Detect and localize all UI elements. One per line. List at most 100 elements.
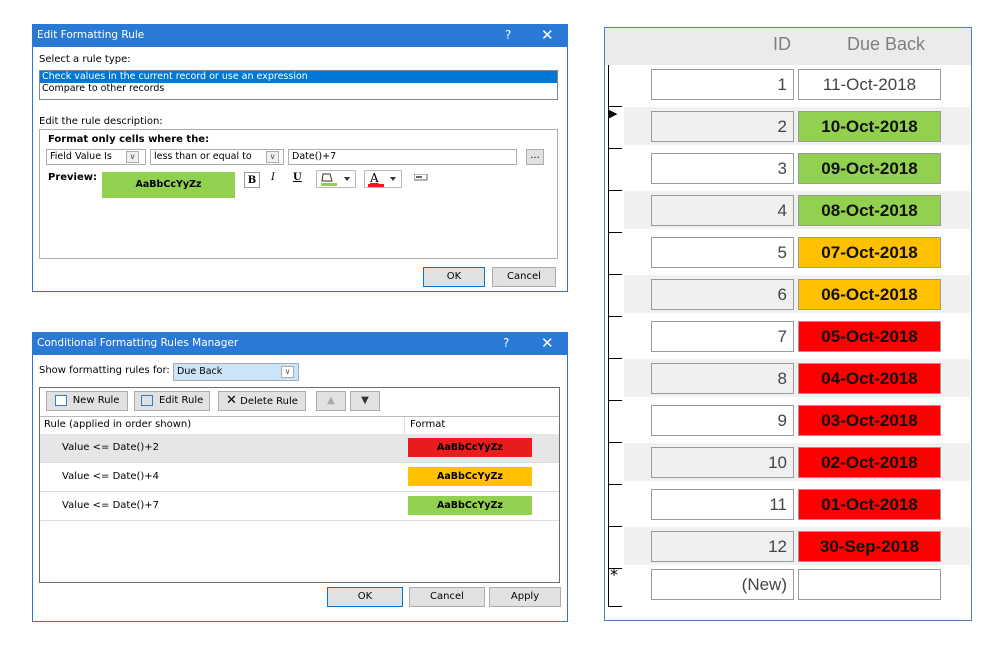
- font-color-icon[interactable]: A: [364, 170, 402, 188]
- id-cell[interactable]: 4: [651, 195, 794, 226]
- help-button[interactable]: ?: [505, 28, 512, 42]
- rules-header: Rule (applied in order shown) Format: [40, 416, 559, 435]
- record-selector[interactable]: *: [608, 565, 622, 607]
- new-record-id-cell[interactable]: (New): [651, 569, 794, 600]
- id-cell[interactable]: 1: [651, 69, 794, 100]
- rule-sample-text: AaBbCcYyZz: [437, 500, 503, 511]
- record-selector[interactable]: [608, 359, 622, 401]
- operator-text: less than or equal to: [154, 151, 252, 162]
- move-up-button[interactable]: ▲: [316, 391, 346, 411]
- due-back-cell[interactable]: 02-Oct-2018: [798, 447, 941, 478]
- format-only-label: Format only cells where the:: [48, 134, 210, 145]
- rule-format-swatch: AaBbCcYyZz: [408, 496, 532, 515]
- due-back-column-header[interactable]: Due Back: [847, 34, 926, 54]
- rule-type-item-selected[interactable]: Check values in the current record or us…: [40, 71, 557, 83]
- fill-color-icon[interactable]: [316, 170, 356, 188]
- due-back-cell[interactable]: 06-Oct-2018: [798, 279, 941, 310]
- edit-rule-button[interactable]: Edit Rule: [134, 391, 210, 411]
- record-selector[interactable]: [608, 233, 622, 275]
- expression-input[interactable]: Date()+7: [288, 149, 517, 165]
- id-cell[interactable]: 10: [651, 447, 794, 478]
- rule-type-item[interactable]: Compare to other records: [42, 83, 165, 94]
- record-selector[interactable]: [608, 527, 622, 569]
- new-record-due-back-cell[interactable]: [798, 569, 941, 600]
- id-cell[interactable]: 6: [651, 279, 794, 310]
- edit-rule-icon: [140, 394, 153, 406]
- rule-row[interactable]: Value <= Date()+2 AaBbCcYyZz: [40, 434, 559, 463]
- delete-icon: ✕: [226, 393, 237, 408]
- delete-rule-button[interactable]: ✕ Delete Rule: [218, 391, 306, 411]
- id-cell[interactable]: 11: [651, 489, 794, 520]
- close-button[interactable]: ✕: [541, 334, 554, 352]
- expression-text: Date()+7: [292, 151, 337, 162]
- chevron-down-icon[interactable]: ∨: [126, 151, 139, 163]
- show-rules-for-label: Show formatting rules for:: [39, 365, 170, 376]
- rule-row[interactable]: Value <= Date()+7 AaBbCcYyZz: [40, 492, 559, 521]
- cancel-button[interactable]: Cancel: [492, 267, 556, 287]
- rule-type-list[interactable]: Check values in the current record or us…: [39, 70, 558, 100]
- expression-builder-button[interactable]: ...: [526, 149, 544, 165]
- record-selector[interactable]: [608, 65, 622, 107]
- rules-manager-dialog: Conditional Formatting Rules Manager ? ✕…: [32, 332, 568, 622]
- due-back-cell[interactable]: 10-Oct-2018: [798, 111, 941, 142]
- chevron-down-icon[interactable]: ∨: [281, 366, 294, 378]
- cancel-button[interactable]: Cancel: [409, 587, 485, 607]
- underline-button[interactable]: U: [293, 172, 302, 183]
- dialog-title: Edit Formatting Rule: [37, 29, 145, 41]
- current-record-icon: ▶: [609, 107, 618, 120]
- help-button[interactable]: ?: [503, 336, 510, 350]
- record-selector[interactable]: [608, 401, 622, 443]
- due-back-cell[interactable]: 08-Oct-2018: [798, 195, 941, 226]
- due-back-cell[interactable]: 01-Oct-2018: [798, 489, 941, 520]
- rule-text: Value <= Date()+7: [62, 500, 160, 511]
- due-back-cell[interactable]: 05-Oct-2018: [798, 321, 941, 352]
- rule-description-panel: Format only cells where the: Field Value…: [39, 129, 558, 259]
- operator-combo[interactable]: less than or equal to: [150, 149, 284, 165]
- id-cell[interactable]: 9: [651, 405, 794, 436]
- preview-text: AaBbCcYyZz: [135, 179, 202, 190]
- ok-button[interactable]: OK: [423, 267, 485, 287]
- due-back-cell[interactable]: 09-Oct-2018: [798, 153, 941, 184]
- due-back-cell[interactable]: 30-Sep-2018: [798, 531, 941, 562]
- title-bar: Edit Formatting Rule ? ✕: [33, 25, 567, 47]
- ok-button[interactable]: OK: [327, 587, 403, 607]
- field-value-combo[interactable]: Field Value Is: [46, 149, 146, 165]
- preview-label: Preview:: [48, 172, 98, 183]
- record-selector[interactable]: [608, 191, 622, 233]
- due-back-cell[interactable]: 11-Oct-2018: [798, 69, 941, 100]
- bold-button[interactable]: B: [244, 172, 260, 188]
- id-cell[interactable]: 8: [651, 363, 794, 394]
- record-selector[interactable]: [608, 275, 622, 317]
- id-cell[interactable]: 7: [651, 321, 794, 352]
- select-rule-type-label: Select a rule type:: [39, 54, 131, 65]
- data-bar-icon[interactable]: [413, 173, 428, 185]
- show-rules-for-value: Due Back: [177, 366, 223, 377]
- record-selector[interactable]: [608, 149, 622, 191]
- new-rule-button[interactable]: New Rule: [46, 391, 128, 411]
- record-selector[interactable]: [608, 317, 622, 359]
- format-column-divider: [404, 417, 405, 434]
- id-column-header[interactable]: ID: [773, 34, 791, 54]
- id-cell[interactable]: 12: [651, 531, 794, 562]
- record-selector[interactable]: [608, 485, 622, 527]
- preview-swatch: AaBbCcYyZz: [102, 172, 235, 198]
- chevron-down-icon[interactable]: ∨: [266, 151, 279, 163]
- rule-row[interactable]: Value <= Date()+4 AaBbCcYyZz: [40, 463, 559, 492]
- move-down-button[interactable]: ▼: [350, 391, 380, 411]
- rules-toolbar-panel: New Rule Edit Rule ✕ Delete Rule ▲ ▼ Rul…: [39, 387, 560, 583]
- close-button[interactable]: ✕: [541, 26, 554, 44]
- show-rules-for-combo[interactable]: Due Back: [173, 363, 299, 381]
- rule-sample-text: AaBbCcYyZz: [437, 471, 503, 482]
- apply-button[interactable]: Apply: [489, 587, 561, 607]
- italic-button[interactable]: I: [271, 172, 275, 183]
- record-selector[interactable]: [608, 443, 622, 485]
- rule-format-swatch: AaBbCcYyZz: [408, 467, 532, 486]
- id-cell[interactable]: 5: [651, 237, 794, 268]
- due-back-cell[interactable]: 04-Oct-2018: [798, 363, 941, 394]
- record-selector[interactable]: ▶: [608, 107, 622, 149]
- id-cell[interactable]: 3: [651, 153, 794, 184]
- due-back-cell[interactable]: 03-Oct-2018: [798, 405, 941, 436]
- id-cell[interactable]: 2: [651, 111, 794, 142]
- due-back-cell[interactable]: 07-Oct-2018: [798, 237, 941, 268]
- rule-description-label: Edit the rule description:: [39, 116, 163, 127]
